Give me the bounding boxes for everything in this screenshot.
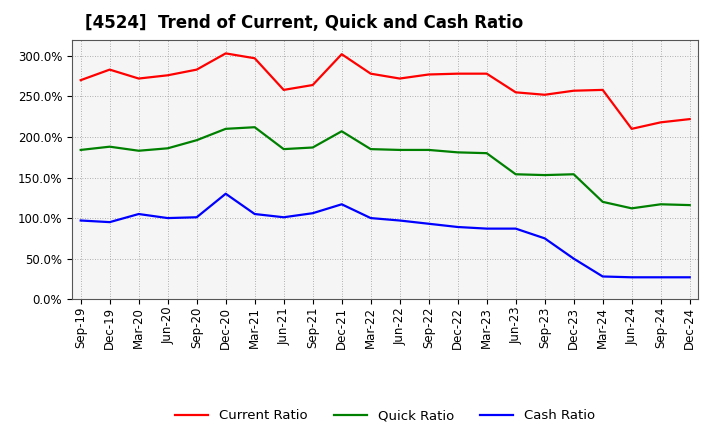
Current Ratio [279,87,288,92]
Current Ratio [454,71,462,76]
Cash Ratio [482,226,491,231]
Quick Ratio [395,147,404,153]
Cash Ratio [685,275,694,280]
Quick Ratio [598,199,607,205]
Cash Ratio [541,236,549,241]
Cash Ratio [366,216,375,221]
Quick Ratio [192,138,201,143]
Quick Ratio [105,144,114,149]
Current Ratio [627,126,636,132]
Quick Ratio [221,126,230,132]
Current Ratio [221,51,230,56]
Cash Ratio [454,224,462,230]
Cash Ratio [657,275,665,280]
Cash Ratio [395,218,404,223]
Current Ratio [685,117,694,122]
Current Ratio [511,90,520,95]
Current Ratio [541,92,549,97]
Quick Ratio [279,147,288,152]
Quick Ratio [424,147,433,153]
Current Ratio [598,87,607,92]
Cash Ratio [627,275,636,280]
Quick Ratio [482,150,491,156]
Current Ratio [570,88,578,93]
Current Ratio [163,73,172,78]
Cash Ratio [76,218,85,223]
Current Ratio [482,71,491,76]
Current Ratio [76,77,85,83]
Current Ratio [338,51,346,57]
Quick Ratio [685,202,694,208]
Current Ratio [251,55,259,61]
Text: [4524]  Trend of Current, Quick and Cash Ratio: [4524] Trend of Current, Quick and Cash … [84,15,523,33]
Cash Ratio [251,211,259,216]
Cash Ratio [279,215,288,220]
Cash Ratio [163,216,172,221]
Quick Ratio [338,128,346,134]
Quick Ratio [76,147,85,153]
Cash Ratio [221,191,230,196]
Cash Ratio [511,226,520,231]
Quick Ratio [511,172,520,177]
Legend: Current Ratio, Quick Ratio, Cash Ratio: Current Ratio, Quick Ratio, Cash Ratio [170,404,600,428]
Cash Ratio [135,211,143,216]
Quick Ratio [308,145,317,150]
Line: Cash Ratio: Cash Ratio [81,194,690,277]
Current Ratio [192,67,201,72]
Current Ratio [105,67,114,72]
Cash Ratio [598,274,607,279]
Quick Ratio [570,172,578,177]
Cash Ratio [308,211,317,216]
Current Ratio [424,72,433,77]
Current Ratio [366,71,375,76]
Current Ratio [135,76,143,81]
Quick Ratio [657,202,665,207]
Current Ratio [395,76,404,81]
Quick Ratio [541,172,549,178]
Line: Current Ratio: Current Ratio [81,53,690,129]
Quick Ratio [366,147,375,152]
Cash Ratio [192,215,201,220]
Current Ratio [308,82,317,88]
Cash Ratio [105,220,114,225]
Cash Ratio [570,256,578,261]
Quick Ratio [454,150,462,155]
Quick Ratio [135,148,143,154]
Cash Ratio [338,202,346,207]
Line: Quick Ratio: Quick Ratio [81,127,690,208]
Quick Ratio [627,205,636,211]
Quick Ratio [163,146,172,151]
Current Ratio [657,120,665,125]
Cash Ratio [424,221,433,227]
Quick Ratio [251,125,259,130]
